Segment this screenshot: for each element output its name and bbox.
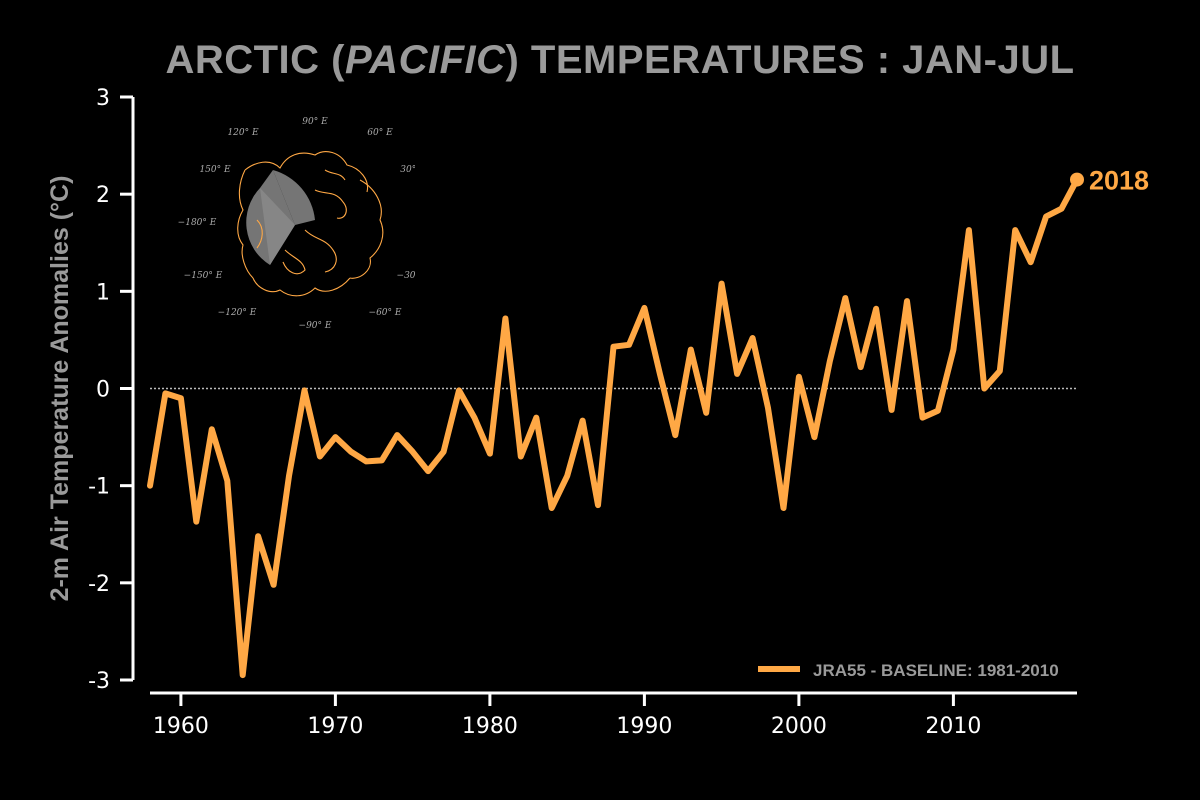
y-tick-label: -2 — [88, 572, 110, 597]
data-point — [381, 459, 383, 461]
data-point — [489, 453, 491, 455]
data-point — [1030, 261, 1032, 263]
end-point-label: 2018 — [1089, 166, 1149, 196]
y-tick-label: 1 — [96, 280, 110, 305]
data-point — [319, 456, 321, 458]
data-point — [736, 373, 738, 375]
y-tick-label: 0 — [96, 378, 110, 403]
x-tick-label: 2010 — [925, 714, 981, 739]
x-tick-label: 1960 — [153, 714, 209, 739]
map-longitude-label: −150° E — [184, 271, 223, 281]
data-point — [396, 434, 398, 436]
data-point — [458, 389, 460, 391]
data-point — [597, 504, 599, 506]
data-point — [427, 470, 429, 472]
data-point — [659, 373, 661, 375]
data-point — [350, 451, 352, 453]
map-longitude-label: −120° E — [218, 308, 257, 318]
data-point — [705, 412, 707, 414]
y-tick-label: 3 — [96, 86, 110, 111]
map-coastlines — [237, 151, 384, 297]
y-tick-label: -3 — [88, 669, 110, 694]
data-point — [149, 485, 151, 487]
data-point — [999, 370, 1001, 372]
data-point — [906, 300, 908, 302]
data-point — [891, 409, 893, 411]
data-point — [304, 389, 305, 391]
data-point — [473, 417, 475, 419]
map-longitude-label: −30° E — [397, 271, 415, 281]
map-longitude-label: 120° E — [227, 128, 259, 138]
data-point — [952, 349, 954, 351]
data-point — [195, 521, 197, 523]
axes: 3 2 1 0 -1 -2 -3 1960 1970 1980 1990 2000 2010 — [88, 86, 1077, 739]
x-tick-label: 1970 — [307, 714, 363, 739]
map-longitude-label: 150° E — [199, 165, 231, 175]
data-point — [798, 376, 800, 378]
data-point — [365, 460, 367, 462]
data-point — [242, 674, 244, 676]
data-point — [829, 360, 831, 362]
data-point — [922, 417, 923, 419]
map-longitude-label: 30° E — [400, 165, 415, 175]
data-point — [504, 318, 506, 320]
data-point — [180, 397, 182, 399]
data-point — [1061, 208, 1063, 210]
y-tick-label: 2 — [96, 183, 110, 208]
data-point — [752, 337, 754, 339]
data-points — [149, 179, 1078, 676]
x-tick-label: 2000 — [771, 714, 827, 739]
data-point — [643, 307, 645, 309]
data-point — [782, 507, 784, 509]
map-longitude-label: 60° E — [367, 128, 393, 138]
data-point — [535, 417, 537, 419]
data-point — [937, 410, 939, 412]
data-point — [983, 388, 985, 389]
map-longitude-label: −180° E — [178, 218, 217, 228]
data-point — [443, 451, 445, 453]
data-point — [257, 535, 259, 537]
data-point — [1014, 229, 1016, 231]
map-longitude-label: −60° E — [369, 308, 402, 318]
legend-label: JRA55 - BASELINE: 1981-2010 — [813, 661, 1059, 680]
map-longitude-label: −90° E — [299, 321, 332, 330]
data-point — [334, 436, 336, 438]
chart-title: ARCTIC (PACIFIC) TEMPERATURES : JAN-JUL — [165, 38, 1075, 82]
data-point — [164, 392, 166, 394]
data-point — [860, 366, 862, 368]
data-point — [226, 480, 228, 482]
data-point — [968, 229, 970, 231]
data-point — [566, 475, 568, 477]
data-point — [767, 407, 769, 409]
data-point — [582, 420, 584, 422]
data-point — [1076, 179, 1078, 181]
map-sector-wedge — [246, 170, 315, 265]
data-point — [813, 436, 815, 438]
map-longitude-label: 90° E — [302, 117, 328, 127]
y-tick-label: -1 — [88, 475, 110, 500]
data-point — [690, 349, 692, 351]
data-point — [628, 344, 630, 346]
data-point — [875, 308, 877, 310]
data-point — [520, 456, 522, 458]
data-point — [211, 428, 213, 430]
x-tick-label: 1990 — [616, 714, 672, 739]
data-point — [613, 346, 614, 348]
data-point — [721, 283, 723, 285]
data-point — [844, 297, 846, 299]
data-point — [551, 507, 553, 509]
y-axis-label: 2-m Air Temperature Anomalies (°C) — [46, 176, 74, 602]
data-point — [1045, 216, 1047, 218]
data-point — [288, 475, 290, 477]
data-point — [273, 584, 275, 586]
data-point — [674, 434, 676, 436]
data-point — [412, 451, 414, 453]
x-tick-label: 1980 — [462, 714, 518, 739]
